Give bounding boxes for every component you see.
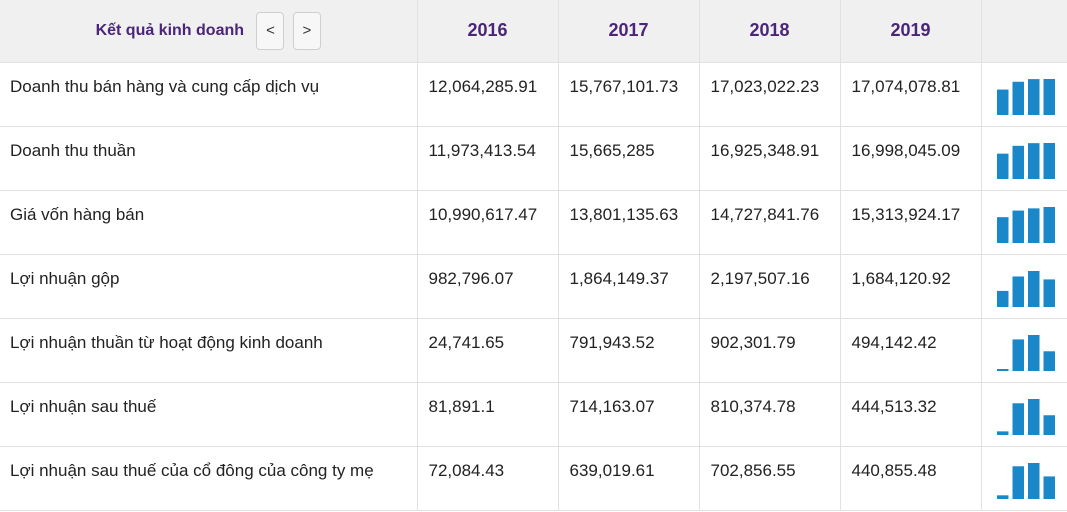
trend-sparkline[interactable] (981, 254, 1067, 319)
table-header: Kết quả kinh doanh < > 2016 2017 2018 20… (0, 0, 1067, 63)
prev-period-button[interactable]: < (256, 11, 285, 50)
table-row: Doanh thu thuần 11,973,413.54 15,665,285… (0, 126, 1067, 191)
year-header-2016: 2016 (417, 0, 559, 63)
trend-sparkline[interactable] (981, 382, 1067, 447)
row-label: Giá vốn hàng bán (0, 190, 418, 255)
value-cell: 810,374.78 (699, 382, 841, 447)
value-cell: 702,856.55 (699, 446, 841, 511)
sparkline-bar (1012, 466, 1024, 499)
row-label: Lợi nhuận thuần từ hoạt động kinh doanh (0, 318, 418, 383)
sparkline-bar (1043, 279, 1055, 307)
sparkline-svg (996, 207, 1055, 243)
sparkline-bar (996, 495, 1008, 499)
value-cell: 16,998,045.09 (840, 126, 982, 191)
year-header-2019: 2019 (840, 0, 982, 63)
section-title: Kết quả kinh doanh (95, 21, 245, 39)
sparkline-bar (1043, 143, 1055, 179)
trend-sparkline[interactable] (981, 126, 1067, 191)
sparkline-bar (1043, 79, 1055, 115)
value-cell: 15,665,285 (558, 126, 700, 191)
sparkline-bar (1027, 335, 1039, 371)
row-label: Lợi nhuận sau thuế của cổ đông của công … (0, 446, 418, 511)
sparkline-svg (996, 335, 1055, 371)
header-row: Kết quả kinh doanh < > 2016 2017 2018 20… (0, 0, 1067, 63)
next-period-button[interactable]: > (292, 11, 321, 50)
table-row: Doanh thu bán hàng và cung cấp dịch vụ 1… (0, 62, 1067, 127)
value-cell: 16,925,348.91 (699, 126, 841, 191)
value-cell: 494,142.42 (840, 318, 982, 383)
sparkline-bar (1012, 145, 1024, 179)
sparkline-bar (996, 89, 1008, 115)
sparkline-bar (1043, 415, 1055, 435)
year-header-2017: 2017 (558, 0, 700, 63)
trend-sparkline[interactable] (981, 446, 1067, 511)
value-cell: 902,301.79 (699, 318, 841, 383)
sparkline-bar (1012, 403, 1024, 435)
value-cell: 639,019.61 (558, 446, 700, 511)
sparkline-bar (1012, 210, 1024, 243)
row-label: Doanh thu thuần (0, 126, 418, 191)
sparkline-bar (996, 369, 1008, 371)
sparkline-bar (996, 153, 1008, 179)
table-row: Lợi nhuận thuần từ hoạt động kinh doanh … (0, 318, 1067, 383)
row-label: Lợi nhuận gộp (0, 254, 418, 319)
sparkline-bar (1012, 81, 1024, 115)
table-body: Doanh thu bán hàng và cung cấp dịch vụ 1… (0, 62, 1067, 511)
row-label: Doanh thu bán hàng và cung cấp dịch vụ (0, 62, 418, 127)
row-label: Lợi nhuận sau thuế (0, 382, 418, 447)
sparkline-bar (1027, 208, 1039, 243)
sparkline-bar (1043, 207, 1055, 243)
sparkline-bar (1027, 399, 1039, 435)
sparkline-svg (996, 463, 1055, 499)
value-cell: 10,990,617.47 (417, 190, 559, 255)
header-title-cell: Kết quả kinh doanh < > (0, 0, 418, 63)
value-cell: 13,801,135.63 (558, 190, 700, 255)
sparkline-bar (1043, 476, 1055, 499)
value-cell: 2,197,507.16 (699, 254, 841, 319)
sparkline-svg (996, 143, 1055, 179)
value-cell: 15,313,924.17 (840, 190, 982, 255)
value-cell: 444,513.32 (840, 382, 982, 447)
sparkline-bar (1012, 339, 1024, 371)
table-row: Lợi nhuận gộp 982,796.07 1,864,149.37 2,… (0, 254, 1067, 319)
sparkline-bar (1027, 143, 1039, 179)
value-cell: 1,684,120.92 (840, 254, 982, 319)
value-cell: 11,973,413.54 (417, 126, 559, 191)
trend-sparkline[interactable] (981, 62, 1067, 127)
sparkline-svg (996, 271, 1055, 307)
value-cell: 714,163.07 (558, 382, 700, 447)
sparkline-bar (1027, 463, 1039, 499)
value-cell: 12,064,285.91 (417, 62, 559, 127)
table-row: Giá vốn hàng bán 10,990,617.47 13,801,13… (0, 190, 1067, 255)
value-cell: 17,074,078.81 (840, 62, 982, 127)
sparkline-svg (996, 399, 1055, 435)
value-cell: 791,943.52 (558, 318, 700, 383)
value-cell: 17,023,022.23 (699, 62, 841, 127)
trend-sparkline[interactable] (981, 190, 1067, 255)
sparkline-bar (1012, 276, 1024, 307)
sparkline-bar (1027, 271, 1039, 307)
trend-header (981, 0, 1067, 63)
sparkline-svg (996, 79, 1055, 115)
value-cell: 14,727,841.76 (699, 190, 841, 255)
value-cell: 81,891.1 (417, 382, 559, 447)
sparkline-bar (996, 431, 1008, 435)
value-cell: 1,864,149.37 (558, 254, 700, 319)
sparkline-bar (1027, 79, 1039, 115)
value-cell: 72,084.43 (417, 446, 559, 511)
sparkline-bar (1043, 351, 1055, 371)
value-cell: 24,741.65 (417, 318, 559, 383)
table-row: Lợi nhuận sau thuế của cổ đông của công … (0, 446, 1067, 511)
year-header-2018: 2018 (699, 0, 841, 63)
value-cell: 440,855.48 (840, 446, 982, 511)
table-row: Lợi nhuận sau thuế 81,891.1 714,163.07 8… (0, 382, 1067, 447)
sparkline-bar (996, 290, 1008, 307)
sparkline-bar (996, 217, 1008, 243)
trend-sparkline[interactable] (981, 318, 1067, 383)
value-cell: 982,796.07 (417, 254, 559, 319)
value-cell: 15,767,101.73 (558, 62, 700, 127)
